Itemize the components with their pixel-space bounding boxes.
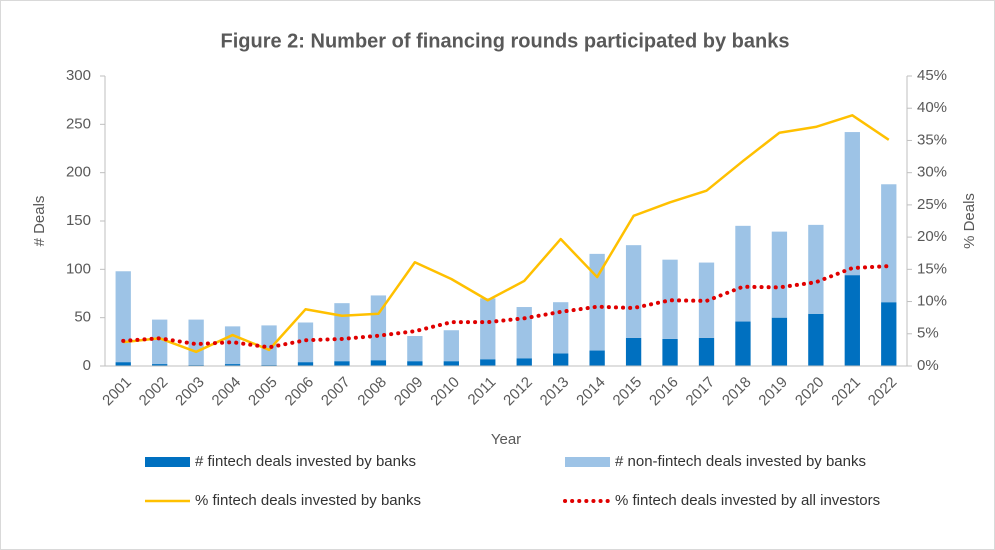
bar [152,319,168,365]
bar [370,295,387,361]
bar [625,337,642,366]
legend-swatch [145,457,190,467]
y2-axis-label: % Deals [961,193,978,249]
bar [771,317,788,366]
bar [115,362,131,366]
chart-title: Figure 2: Number of financing rounds par… [221,30,790,52]
bar [625,245,642,338]
bar [188,319,204,366]
y2-tick-label: 10% [917,293,947,310]
legend-swatch [565,457,610,467]
legend-label: % fintech deals invested by banks [195,492,421,509]
bar [334,361,350,366]
bar [735,225,751,322]
bar [516,358,532,366]
bar [553,302,569,354]
bar [152,364,168,366]
bar [735,321,751,366]
legend-label: % fintech deals invested by all investor… [615,492,880,509]
legend-label: # fintech deals invested by banks [195,453,416,470]
bar [224,326,241,365]
bar [808,313,824,366]
y2-tick-label: 45% [917,67,947,84]
y-tick-label: 250 [66,115,91,132]
y2-tick-label: 35% [917,131,947,148]
x-axis-label: Year [491,431,521,448]
bar [662,338,678,366]
y2-tick-label: 20% [917,228,947,245]
y2-tick-label: 30% [917,164,947,181]
bar [553,353,569,366]
y-tick-label: 150 [66,212,91,229]
bar [808,224,824,314]
y-tick-label: 50 [74,309,91,326]
y2-tick-label: 40% [917,99,947,116]
y-tick-label: 100 [66,260,91,277]
bar [115,271,131,363]
bar [407,336,423,362]
bar [297,362,314,366]
bar [370,360,387,366]
y2-tick-label: 25% [917,196,947,213]
bar [771,231,788,318]
y-tick-label: 0 [83,357,91,374]
bar [881,184,897,303]
y2-tick-label: 15% [917,260,947,277]
y2-tick-label: 5% [917,325,939,342]
y-tick-label: 200 [66,164,91,181]
bar [698,337,715,366]
bar [881,302,897,366]
bar [443,361,459,366]
bar [844,132,860,276]
bar [407,361,423,366]
bar [480,359,496,366]
bar [334,303,350,362]
bar [261,325,277,366]
bar [662,259,678,339]
bar [224,364,241,366]
line [123,114,890,354]
legend-label: # non-fintech deals invested by banks [615,453,866,470]
y-axis-label: # Deals [31,196,48,247]
y2-tick-label: 0% [917,357,939,374]
bar [516,307,532,359]
y-tick-label: 300 [66,67,91,84]
bar [844,275,860,366]
bar [480,298,496,360]
bar [443,330,459,362]
dotted-line [121,264,891,350]
bar [297,322,314,363]
bar [589,350,605,366]
bar [589,253,605,351]
